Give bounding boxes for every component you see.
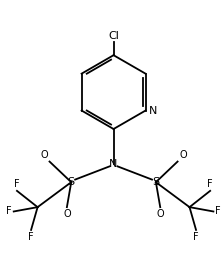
Text: N: N [149, 106, 157, 116]
Text: O: O [63, 209, 71, 219]
Text: O: O [40, 150, 48, 160]
Text: F: F [28, 232, 34, 242]
Text: S: S [68, 177, 75, 187]
Text: F: F [14, 179, 20, 189]
Text: O: O [157, 209, 164, 219]
Text: S: S [152, 177, 159, 187]
Text: F: F [6, 206, 12, 216]
Text: N: N [109, 159, 118, 169]
Text: O: O [179, 150, 187, 160]
Text: F: F [193, 232, 199, 242]
Text: F: F [207, 179, 213, 189]
Text: Cl: Cl [108, 31, 119, 41]
Text: F: F [215, 206, 221, 216]
